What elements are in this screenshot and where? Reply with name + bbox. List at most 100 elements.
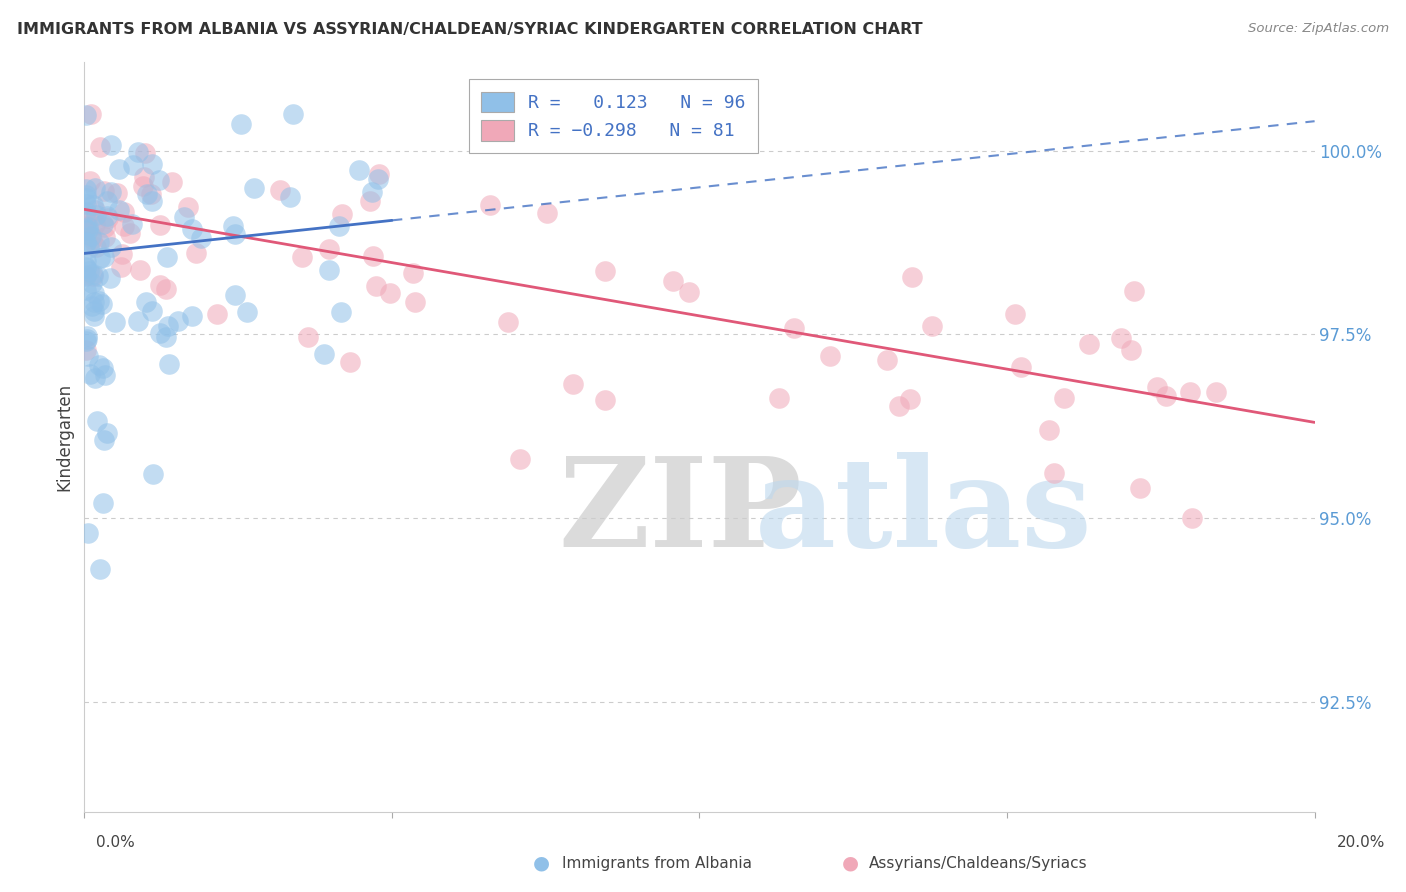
Point [1109, 331, 1132, 345]
Point [149, 326, 172, 341]
Point [77, 525, 100, 540]
Point [75, 219, 97, 233]
Point [112, 219, 135, 233]
Point [898, 392, 921, 406]
Point [876, 353, 898, 368]
Point [1119, 343, 1142, 357]
Point [1129, 481, 1152, 495]
Point [141, 303, 163, 318]
Point [328, 219, 350, 234]
Point [1146, 380, 1168, 394]
Point [108, 203, 131, 218]
Point [75, 197, 97, 211]
Point [243, 180, 266, 194]
Point [82, 198, 104, 212]
Point [77, 264, 100, 278]
Point [662, 274, 685, 288]
Point [1038, 423, 1060, 437]
Text: ●: ● [533, 854, 550, 873]
Point [75, 108, 97, 122]
Point [364, 279, 387, 293]
Point [93, 433, 115, 447]
Point [269, 183, 291, 197]
Point [75, 343, 97, 357]
Point [291, 250, 314, 264]
Point [149, 278, 172, 293]
Point [402, 267, 425, 281]
Point [818, 349, 841, 363]
Point [96, 209, 118, 223]
Point [1156, 389, 1178, 403]
Point [149, 218, 172, 232]
Point [87, 294, 110, 309]
Point [678, 285, 700, 299]
Point [509, 451, 531, 466]
Point [77, 223, 100, 237]
Point [595, 392, 617, 407]
Text: Source: ZipAtlas.com: Source: ZipAtlas.com [1249, 22, 1389, 36]
Point [96, 425, 118, 440]
Point [562, 376, 585, 391]
Point [380, 285, 402, 300]
Point [80, 229, 103, 244]
Text: Immigrants from Albania: Immigrants from Albania [562, 856, 752, 871]
Point [224, 288, 246, 302]
Point [278, 190, 301, 204]
Point [157, 358, 180, 372]
Point [75, 182, 97, 196]
Point [91, 297, 114, 311]
Point [783, 320, 806, 334]
Point [1205, 384, 1227, 399]
Y-axis label: Kindergarten: Kindergarten [55, 383, 73, 491]
Point [1004, 307, 1026, 321]
Point [112, 204, 135, 219]
Point [135, 295, 157, 310]
Point [132, 178, 155, 193]
Point [75, 187, 97, 202]
Point [1178, 385, 1201, 400]
Point [121, 158, 143, 172]
Point [1181, 511, 1204, 525]
Point [368, 167, 391, 181]
Point [98, 271, 121, 285]
Point [82, 269, 104, 284]
Point [108, 162, 131, 177]
Point [221, 219, 243, 233]
Text: Assyrians/Chaldeans/Syriacs: Assyrians/Chaldeans/Syriacs [869, 856, 1087, 871]
Point [134, 146, 156, 161]
Point [76, 333, 98, 347]
Point [75, 215, 97, 229]
Point [111, 247, 134, 261]
Point [496, 315, 519, 329]
Point [75, 261, 97, 276]
Point [1053, 392, 1076, 406]
Point [128, 263, 150, 277]
Point [479, 198, 502, 212]
Point [142, 467, 165, 481]
Point [768, 392, 790, 406]
Point [281, 107, 304, 121]
Point [359, 194, 381, 208]
Point [141, 194, 163, 208]
Point [367, 171, 389, 186]
Point [80, 299, 103, 313]
Point [105, 186, 128, 200]
Point [361, 249, 384, 263]
Point [118, 226, 141, 240]
Point [207, 307, 229, 321]
Point [100, 138, 122, 153]
Point [121, 218, 143, 232]
Text: 0.0%: 0.0% [96, 836, 135, 850]
Point [80, 276, 103, 290]
Point [96, 194, 118, 208]
Point [94, 368, 117, 383]
Point [156, 250, 179, 264]
Point [141, 157, 163, 171]
Point [80, 231, 103, 245]
Point [94, 219, 117, 234]
Point [94, 229, 117, 244]
Point [80, 107, 103, 121]
Point [89, 562, 111, 576]
Point [297, 330, 319, 344]
Point [76, 349, 98, 363]
